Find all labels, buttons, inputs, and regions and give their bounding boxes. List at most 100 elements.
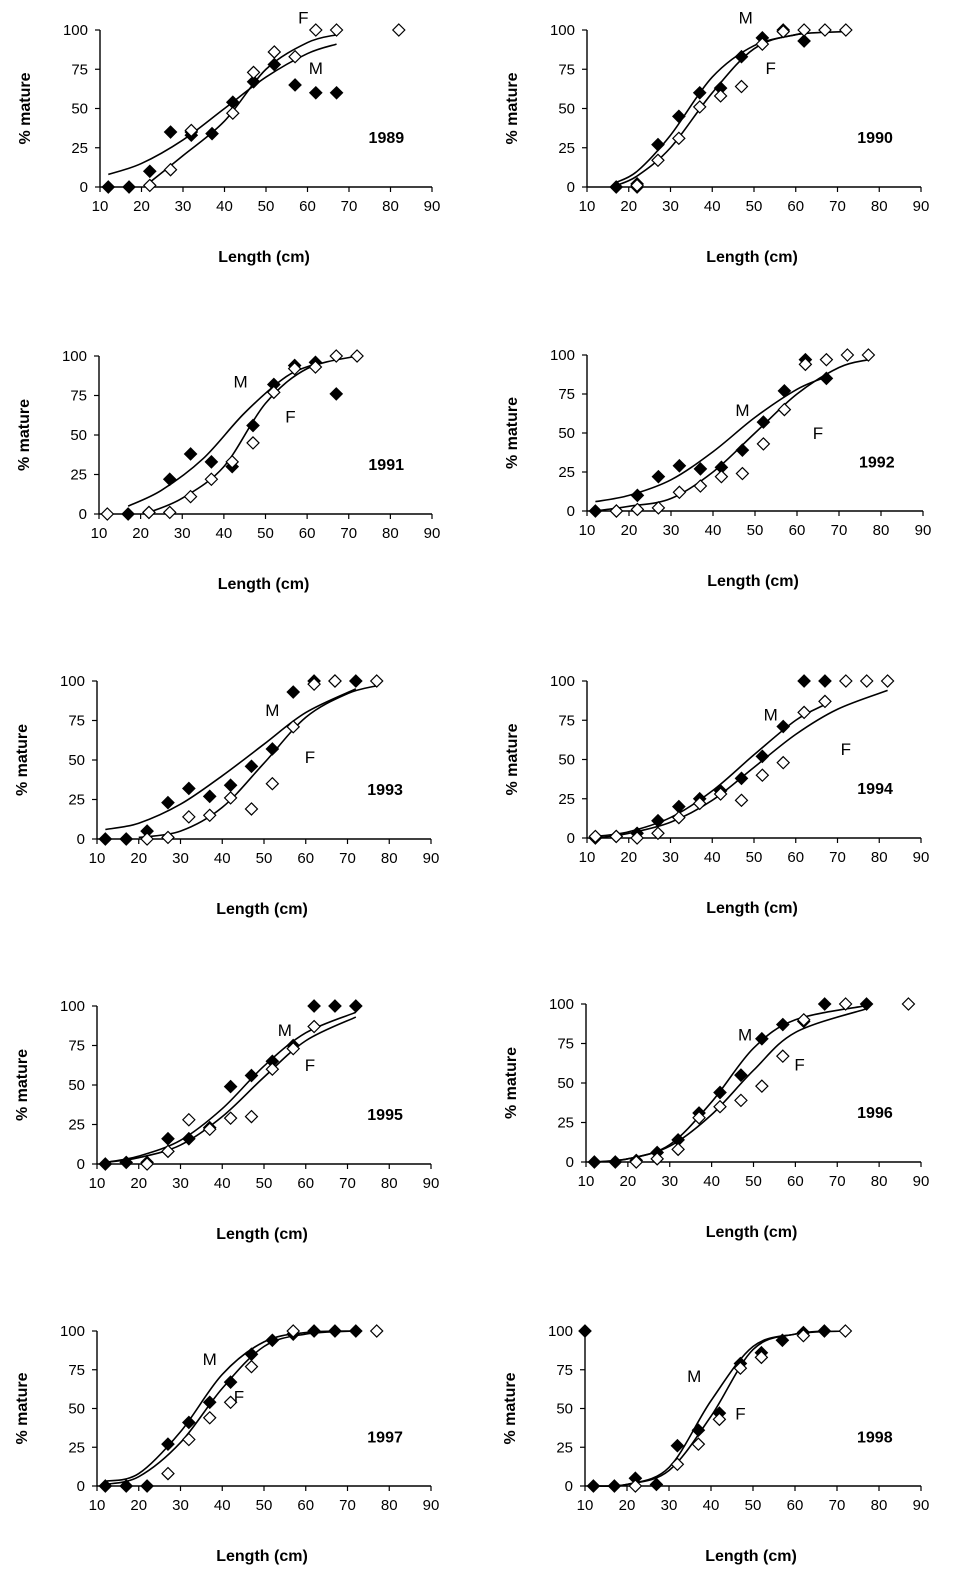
x-tick-label: 50 xyxy=(256,1497,273,1514)
x-tick-label: 10 xyxy=(91,525,108,542)
male-data-point xyxy=(265,742,280,756)
x-tick-label: 50 xyxy=(257,525,274,542)
male-data-point xyxy=(734,771,749,786)
fit-curve-f xyxy=(615,30,846,187)
male-data-point xyxy=(142,164,157,179)
female-data-point xyxy=(671,1142,685,1157)
female-data-point xyxy=(838,997,853,1011)
female-data-point xyxy=(329,349,344,363)
x-tick-label: 30 xyxy=(175,198,192,215)
year-label: 1989 xyxy=(369,130,405,147)
male-data-point xyxy=(328,1324,342,1338)
x-tick-label: 30 xyxy=(663,522,680,539)
male-data-point xyxy=(140,1479,154,1493)
y-tick-label: 75 xyxy=(70,388,87,405)
male-data-point xyxy=(202,789,217,804)
series-label-f: F xyxy=(841,740,851,759)
x-axis-title: Length (cm) xyxy=(706,900,798,917)
female-data-point xyxy=(286,719,301,734)
y-tick-label: 50 xyxy=(556,1401,573,1418)
female-data-point xyxy=(328,674,342,688)
y-axis-title: % mature xyxy=(504,723,521,795)
y-tick-label: 50 xyxy=(558,752,575,769)
female-data-point xyxy=(246,436,260,450)
x-tick-label: 20 xyxy=(130,1175,147,1192)
y-tick-label: 100 xyxy=(548,1323,573,1340)
y-tick-label: 0 xyxy=(77,1478,85,1495)
fit-curve-m xyxy=(595,376,827,503)
y-tick-label: 25 xyxy=(68,1439,85,1456)
male-data-point xyxy=(818,674,832,688)
x-tick-label: 30 xyxy=(661,1497,678,1514)
series-label-m: M xyxy=(265,701,279,720)
female-data-point xyxy=(244,1359,259,1374)
y-tick-label: 25 xyxy=(556,1439,573,1456)
series-label-f: F xyxy=(813,424,823,443)
series-label-m: M xyxy=(278,1021,292,1040)
male-data-point xyxy=(713,1085,727,1100)
x-tick-label: 40 xyxy=(216,525,233,542)
female-data-point xyxy=(797,23,811,37)
female-data-point xyxy=(244,1109,259,1124)
female-data-point xyxy=(225,455,240,469)
female-data-point xyxy=(100,507,115,521)
female-data-point xyxy=(650,1151,665,1166)
male-data-point xyxy=(182,1131,196,1146)
female-data-point xyxy=(369,674,384,688)
female-data-point xyxy=(184,123,199,138)
y-tick-label: 25 xyxy=(558,464,575,481)
male-data-point xyxy=(98,1157,113,1171)
male-data-point xyxy=(586,1479,601,1493)
female-data-point xyxy=(651,826,665,841)
x-tick-label: 80 xyxy=(871,1497,888,1514)
y-axis-title: % mature xyxy=(14,1372,31,1444)
x-tick-label: 50 xyxy=(747,522,764,539)
female-data-point xyxy=(202,1122,217,1137)
y-tick-label: 25 xyxy=(68,1117,85,1134)
fit-curve-m xyxy=(108,43,337,176)
y-tick-label: 50 xyxy=(557,1075,574,1092)
male-data-point xyxy=(670,1438,685,1453)
x-tick-label: 10 xyxy=(579,198,596,215)
x-tick-label: 90 xyxy=(913,1497,930,1514)
y-tick-label: 25 xyxy=(558,140,575,157)
x-tick-label: 90 xyxy=(913,198,930,215)
fit-curve-f xyxy=(149,33,337,183)
female-data-point xyxy=(223,1395,238,1410)
x-axis-title: Length (cm) xyxy=(216,901,308,918)
male-data-point xyxy=(587,1155,602,1169)
x-tick-label: 60 xyxy=(787,849,804,866)
female-data-point xyxy=(202,808,217,823)
x-tick-label: 80 xyxy=(871,849,888,866)
female-data-point xyxy=(630,831,644,845)
series-label-m: M xyxy=(309,59,323,78)
y-tick-label: 25 xyxy=(70,467,87,484)
series-label-m: M xyxy=(764,705,778,724)
fit-curve-f xyxy=(105,1330,356,1486)
male-data-point xyxy=(244,1347,259,1362)
male-data-point xyxy=(183,447,198,461)
female-data-point xyxy=(734,793,749,808)
x-axis-title: Length (cm) xyxy=(706,249,798,266)
series-label-f: F xyxy=(305,748,315,767)
x-tick-label: 30 xyxy=(174,525,191,542)
female-data-point xyxy=(839,23,853,37)
y-tick-label: 75 xyxy=(556,1362,573,1379)
fit-curve-f xyxy=(594,1007,867,1163)
x-tick-label: 50 xyxy=(258,198,275,215)
female-data-point xyxy=(651,153,665,168)
male-data-point xyxy=(161,795,175,810)
male-data-point xyxy=(609,180,624,194)
x-axis-title: Length (cm) xyxy=(218,249,310,266)
y-axis-title: % mature xyxy=(502,1372,519,1444)
series-label-f: F xyxy=(735,1404,745,1423)
chart-1998: 0 25 50 75 100 10 20 30 40 50 60 70 80 90 % mature Leng… xyxy=(502,1323,929,1565)
male-data-point xyxy=(672,458,687,473)
x-tick-label: 50 xyxy=(256,1175,273,1192)
y-tick-label: 25 xyxy=(557,1115,574,1132)
year-label: 1993 xyxy=(367,782,403,799)
male-data-point xyxy=(122,180,136,194)
female-data-point xyxy=(692,100,707,114)
x-axis-title: Length (cm) xyxy=(218,576,310,593)
